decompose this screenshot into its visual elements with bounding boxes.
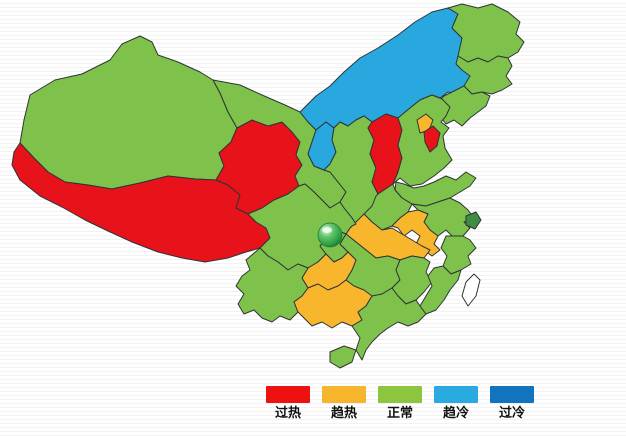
region-guangdong[interactable] bbox=[351, 287, 427, 361]
legend-label-overheat: 过热 bbox=[274, 405, 301, 420]
legend-item-normal: 正常 bbox=[378, 386, 422, 419]
location-marker-sphere[interactable] bbox=[317, 222, 343, 248]
legend-label-cooling: 趋冷 bbox=[442, 405, 469, 420]
legend-swatch-overheat bbox=[266, 386, 310, 403]
region-hebei[interactable] bbox=[392, 94, 453, 187]
region-fujian[interactable] bbox=[419, 265, 462, 315]
region-zhejiang[interactable] bbox=[440, 235, 477, 275]
region-hainan[interactable] bbox=[329, 345, 357, 369]
region-shanghai[interactable] bbox=[465, 211, 482, 230]
region-jiangxi[interactable] bbox=[391, 255, 433, 305]
legend-item-warming: 趋热 bbox=[322, 386, 366, 419]
legend-label-normal: 正常 bbox=[386, 405, 413, 420]
sphere-marker-ball[interactable] bbox=[317, 222, 343, 248]
legend-swatch-normal bbox=[378, 386, 422, 403]
legend-swatch-overcool bbox=[490, 386, 534, 403]
legend-swatch-cooling bbox=[434, 386, 478, 403]
legend-item-cooling: 趋冷 bbox=[434, 386, 478, 419]
legend-item-overheat: 过热 bbox=[266, 386, 310, 419]
legend-swatch-warming bbox=[322, 386, 366, 403]
region-tianjin[interactable] bbox=[423, 125, 441, 153]
region-heilongjiang[interactable] bbox=[447, 3, 525, 63]
region-xinjiang[interactable] bbox=[19, 35, 238, 190]
region-yunnan[interactable] bbox=[235, 247, 309, 323]
legend-label-overcool: 过冷 bbox=[498, 405, 525, 420]
region-taiwan[interactable] bbox=[461, 273, 481, 307]
legend-label-warming: 趋热 bbox=[330, 405, 357, 420]
regions-layer bbox=[11, 3, 525, 369]
sphere-marker-highlight bbox=[322, 227, 332, 233]
region-jilin[interactable] bbox=[455, 55, 513, 95]
legend: 过热 趋热 正常 趋冷 过冷 bbox=[266, 386, 534, 419]
legend-item-overcool: 过冷 bbox=[490, 386, 534, 419]
